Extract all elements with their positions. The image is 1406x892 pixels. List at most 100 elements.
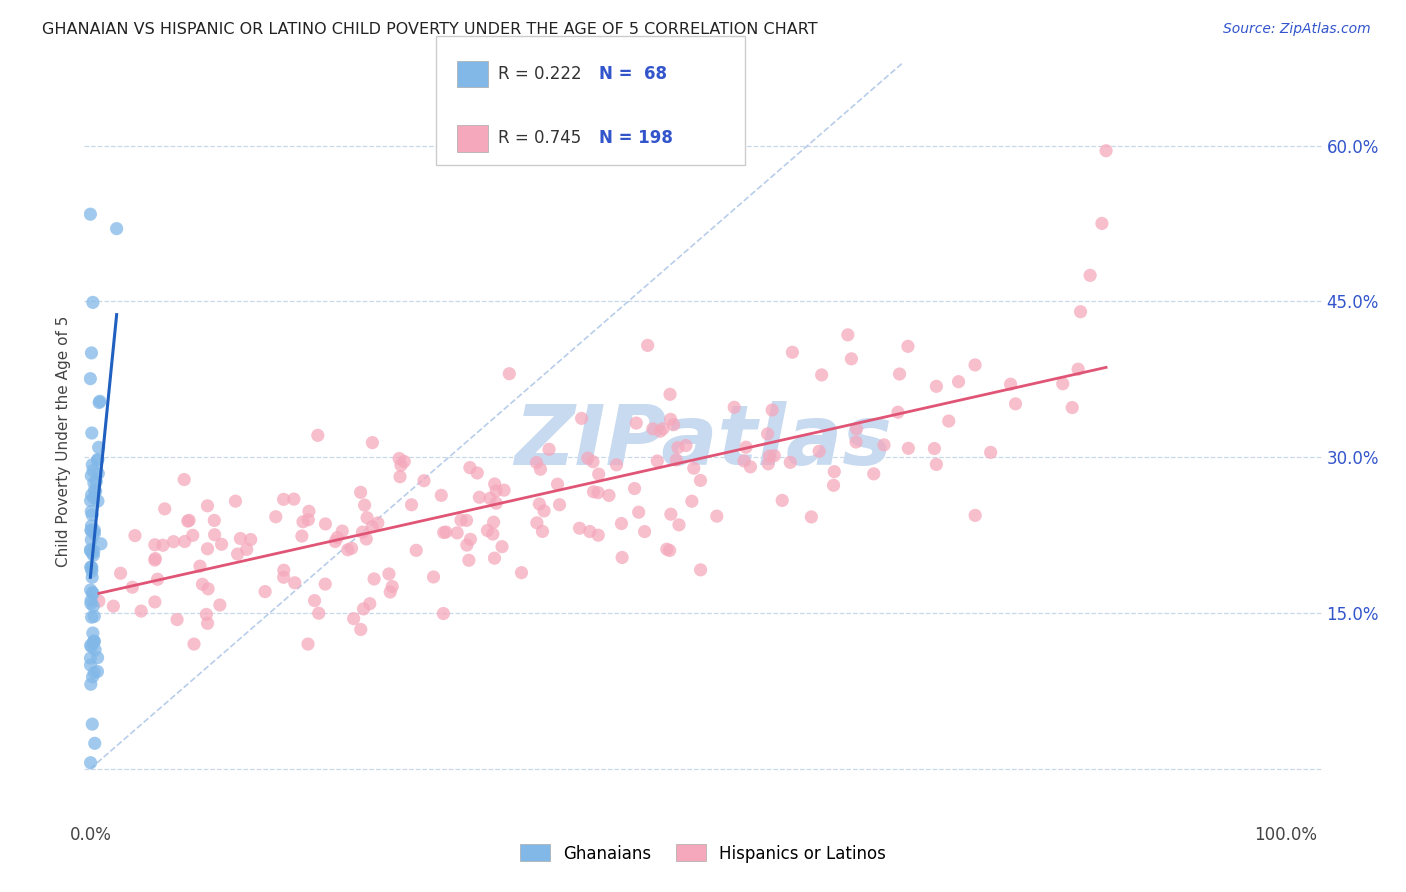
Point — [82, 585, 104, 599]
Point — [689, 474, 711, 488]
Point — [484, 551, 506, 566]
Point — [82, 548, 104, 562]
Point — [378, 566, 401, 581]
Point — [1052, 376, 1074, 391]
Point — [211, 537, 233, 551]
Point — [494, 483, 516, 498]
Point — [485, 496, 508, 510]
Point — [129, 604, 152, 618]
Point — [80, 560, 103, 574]
Point — [336, 542, 359, 557]
Point — [389, 458, 412, 473]
Point — [83, 609, 105, 624]
Point — [689, 563, 711, 577]
Point — [87, 594, 110, 608]
Point — [80, 561, 103, 575]
Point — [181, 528, 204, 542]
Point — [430, 488, 453, 502]
Point — [110, 566, 132, 581]
Point — [82, 464, 104, 478]
Point — [925, 379, 948, 393]
Point — [681, 494, 703, 508]
Point — [965, 508, 987, 523]
Point — [389, 469, 412, 483]
Point — [86, 650, 108, 665]
Point — [924, 442, 946, 456]
Point — [652, 422, 675, 436]
Point — [637, 338, 659, 352]
Point — [229, 532, 252, 546]
Point — [226, 547, 249, 561]
Point — [80, 533, 103, 547]
Point — [202, 513, 225, 527]
Point — [83, 483, 105, 497]
Point — [297, 637, 319, 651]
Point — [183, 637, 205, 651]
Point — [1095, 144, 1118, 158]
Point — [873, 438, 896, 452]
Point — [529, 462, 551, 476]
Point — [197, 616, 219, 631]
Point — [326, 531, 349, 545]
Point — [782, 345, 804, 359]
Point — [291, 529, 314, 543]
Point — [79, 756, 101, 770]
Point — [79, 582, 101, 597]
Point — [361, 519, 384, 533]
Point — [208, 598, 231, 612]
Point — [361, 435, 384, 450]
Point — [79, 638, 101, 652]
Point — [103, 599, 125, 614]
Point — [80, 677, 103, 691]
Point — [352, 525, 374, 540]
Text: ZIPatlas: ZIPatlas — [515, 401, 891, 482]
Point — [143, 553, 166, 567]
Point — [82, 670, 104, 684]
Point — [87, 441, 110, 455]
Point — [197, 499, 219, 513]
Point — [457, 553, 479, 567]
Point — [477, 524, 499, 538]
Point — [80, 640, 103, 654]
Point — [413, 474, 436, 488]
Point — [1062, 401, 1084, 415]
Point — [579, 524, 602, 539]
Point — [482, 527, 505, 541]
Point — [526, 456, 548, 470]
Point — [82, 599, 104, 613]
Point — [627, 505, 650, 519]
Point — [86, 453, 108, 467]
Point — [273, 563, 295, 577]
Point — [143, 551, 166, 566]
Point — [191, 577, 214, 591]
Point — [380, 585, 402, 599]
Point — [162, 534, 184, 549]
Point — [83, 634, 105, 648]
Point — [83, 634, 105, 648]
Point — [659, 387, 682, 401]
Point — [531, 524, 554, 539]
Point — [273, 492, 295, 507]
Point — [84, 642, 107, 657]
Point — [79, 651, 101, 665]
Point — [146, 572, 169, 586]
Point — [79, 207, 101, 221]
Point — [292, 515, 315, 529]
Point — [845, 435, 868, 450]
Point — [177, 514, 200, 528]
Point — [353, 602, 375, 616]
Point — [124, 528, 146, 542]
Point — [82, 508, 104, 522]
Point — [304, 593, 326, 607]
Point — [80, 488, 103, 502]
Point — [83, 544, 105, 558]
Point — [80, 610, 103, 624]
Point — [353, 498, 375, 512]
Point — [79, 542, 101, 557]
Point — [779, 455, 801, 469]
Point — [177, 513, 200, 527]
Point — [1000, 377, 1022, 392]
Point — [83, 736, 105, 750]
Point — [659, 507, 682, 521]
Point — [86, 665, 108, 679]
